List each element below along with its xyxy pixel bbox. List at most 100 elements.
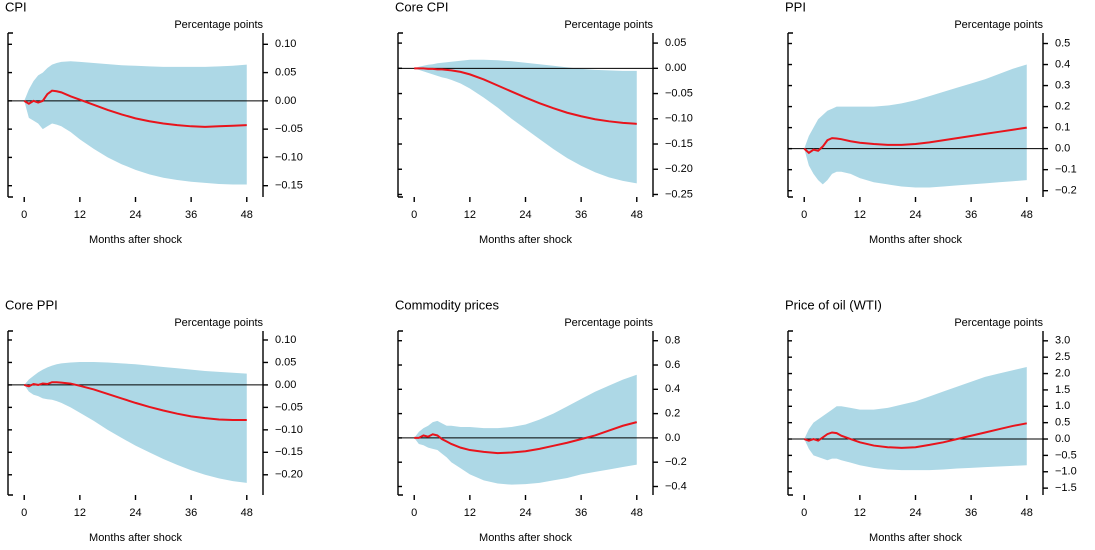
panel-title: CPI (5, 0, 27, 14)
y-tick-label: −0.15 (275, 180, 303, 192)
y-tick-label: 0.00 (275, 95, 296, 107)
response-line (23, 89, 247, 128)
y-tick-label: −1.0 (1055, 466, 1077, 478)
y-tick-label: 1.0 (1055, 400, 1070, 412)
panel: Price of oil (WTI) Percentage points Month… (785, 297, 1077, 543)
y-tick-label: 0.5 (1055, 417, 1070, 429)
x-tick-label: 36 (185, 209, 197, 221)
x-tick-label: 0 (411, 507, 417, 519)
y-tick-label: 0.8 (665, 335, 680, 347)
x-tick-label: 36 (575, 507, 587, 519)
x-tick-label: 12 (74, 507, 86, 519)
panel-title: Core CPI (395, 0, 448, 14)
y-tick-label: 0.05 (665, 37, 686, 49)
axis-cap (8, 32, 13, 198)
confidence-band (24, 362, 247, 483)
panel-title: Core PPI (5, 297, 58, 312)
y-axis-label: Percentage points (174, 19, 263, 31)
x-tick-label: 12 (854, 209, 866, 221)
y-axis-label: Percentage points (564, 19, 653, 31)
y-tick-label: 0.0 (1055, 143, 1070, 155)
response-line (23, 381, 247, 421)
x-tick-label: 24 (909, 507, 921, 519)
x-tick-label: 0 (21, 209, 27, 221)
x-tick-label: 0 (801, 507, 807, 519)
y-tick-label: −0.10 (275, 424, 303, 436)
x-tick-label: 48 (631, 507, 643, 519)
x-tick-label: 36 (965, 507, 977, 519)
x-tick-label: 48 (631, 209, 643, 221)
x-tick-label: 12 (464, 507, 476, 519)
panel-title: Commodity prices (395, 297, 500, 312)
x-axis-label: Months after shock (89, 532, 182, 544)
y-tick-label: 2.5 (1055, 351, 1070, 363)
y-tick-label: 0.05 (275, 66, 296, 78)
y-tick-label: 0.10 (275, 38, 296, 50)
axis-cap (398, 32, 403, 198)
panel-title: Price of oil (WTI) (785, 297, 882, 312)
x-axis-label: Months after shock (869, 532, 962, 544)
y-axis-label: Percentage points (954, 317, 1043, 329)
y-tick-label: 0.00 (275, 379, 296, 391)
y-tick-label: −0.10 (275, 151, 303, 163)
y-tick-label: −0.15 (275, 446, 303, 458)
y-tick-label: 0.3 (1055, 79, 1070, 91)
confidence-band (414, 374, 637, 485)
x-tick-label: 12 (464, 209, 476, 221)
panel-title: PPI (785, 0, 806, 14)
x-tick-label: 48 (1021, 507, 1033, 519)
x-tick-label: 36 (965, 209, 977, 221)
x-tick-label: 48 (241, 209, 253, 221)
axis-cap (8, 330, 13, 496)
axis-cap (788, 32, 793, 198)
y-tick-label: 0.5 (1055, 37, 1070, 49)
x-axis-label: Months after shock (89, 234, 182, 246)
y-tick-label: 0.4 (1055, 58, 1070, 70)
panel: PPI Percentage points Months after shock 0.… (785, 0, 1077, 246)
x-tick-label: 24 (909, 209, 921, 221)
y-tick-label: −0.15 (665, 138, 693, 150)
y-tick-label: −0.25 (665, 188, 693, 200)
y-tick-label: 0.2 (1055, 100, 1070, 112)
y-tick-label: 0.2 (665, 408, 680, 420)
y-tick-label: −0.10 (665, 113, 693, 125)
y-tick-label: 0.0 (665, 432, 680, 444)
y-tick-label: −0.1 (1055, 164, 1077, 176)
y-tick-label: 3.0 (1055, 335, 1070, 347)
axis-cap (398, 330, 403, 496)
y-tick-label: −0.5 (1055, 449, 1077, 461)
x-tick-label: 12 (74, 209, 86, 221)
x-axis-label: Months after shock (869, 234, 962, 246)
y-tick-label: 0.6 (665, 359, 680, 371)
y-tick-label: −0.2 (665, 456, 687, 468)
x-tick-label: 24 (519, 507, 531, 519)
y-tick-label: −0.2 (1055, 185, 1077, 197)
x-tick-label: 0 (411, 209, 417, 221)
y-tick-label: −1.5 (1055, 482, 1077, 494)
x-tick-label: 48 (241, 507, 253, 519)
panel: Core CPI Percentage points Months after sh… (395, 0, 693, 246)
response-line (803, 422, 1027, 449)
y-tick-label: 0.05 (275, 356, 296, 368)
response-line (414, 67, 637, 125)
y-tick-label: 1.5 (1055, 384, 1070, 396)
y-tick-label: 0.4 (665, 383, 680, 395)
x-tick-label: 24 (519, 209, 531, 221)
x-tick-label: 48 (1021, 209, 1033, 221)
y-tick-label: 0.0 (1055, 433, 1070, 445)
x-tick-label: 36 (185, 507, 197, 519)
y-tick-label: 2.0 (1055, 367, 1070, 379)
y-tick-label: −0.4 (665, 480, 687, 492)
y-axis-label: Percentage points (174, 317, 263, 329)
y-axis-label: Percentage points (954, 19, 1043, 31)
y-tick-label: 0.00 (665, 62, 686, 74)
confidence-band (24, 61, 247, 185)
y-tick-label: −0.20 (275, 469, 303, 481)
y-tick-label: −0.05 (275, 123, 303, 135)
y-axis-label: Percentage points (564, 317, 653, 329)
response-line (803, 126, 1027, 155)
y-tick-label: 0.1 (1055, 122, 1070, 134)
x-tick-label: 24 (129, 209, 141, 221)
y-tick-label: −0.05 (275, 401, 303, 413)
